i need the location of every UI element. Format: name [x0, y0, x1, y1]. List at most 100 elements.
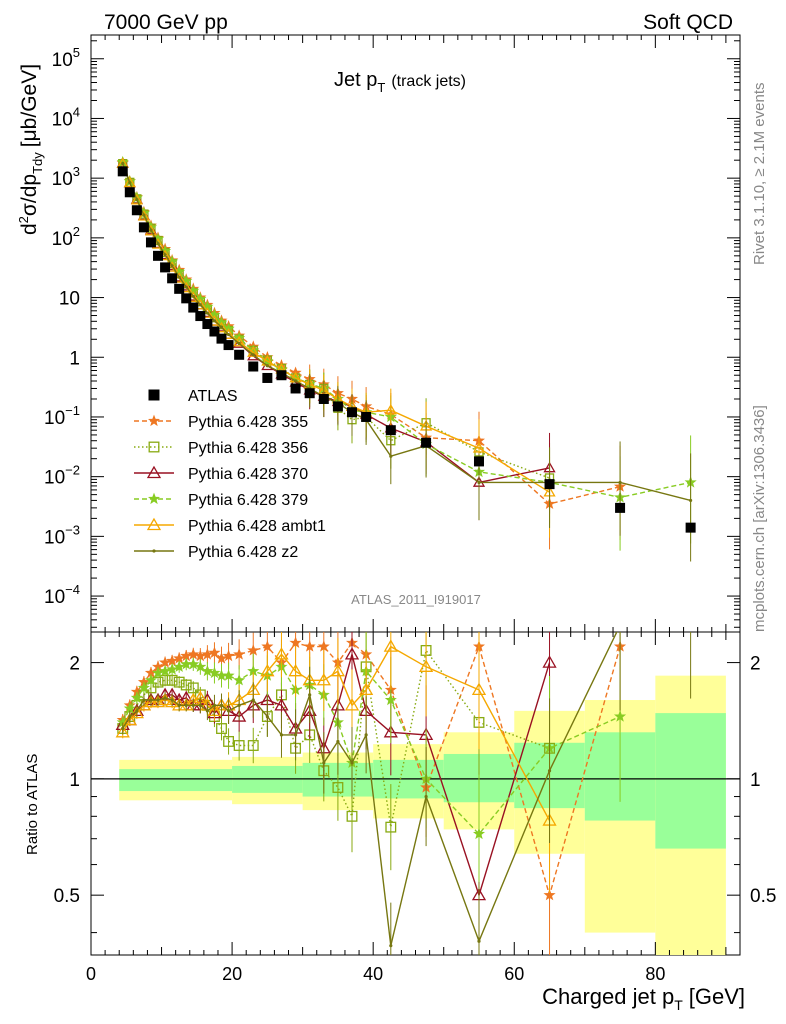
band-inner-0 [119, 769, 233, 792]
main-point-z2 [163, 253, 167, 257]
main-point-atlas [290, 383, 301, 394]
main-series-p370 [116, 156, 556, 521]
ratio-point-ambt1 [143, 694, 159, 708]
main-point-z2 [184, 285, 188, 289]
ratio-point-p355 [187, 648, 200, 660]
ratio-point-z2 [156, 698, 160, 702]
legend-entry-p356: Pythia 6.428 356 [134, 440, 308, 457]
main-series-atlas [117, 166, 696, 533]
ratio-point-p356 [173, 676, 185, 688]
ratio-point-z2 [293, 733, 298, 737]
main-y-tick-exp: −4 [65, 582, 80, 597]
main-point-atlas [202, 319, 213, 330]
main-point-atlas [209, 326, 220, 337]
ratio-point-ambt1 [129, 705, 144, 719]
ratio-point-p379 [222, 669, 235, 681]
ratio-point-ambt1 [358, 682, 374, 696]
ratio-point-ambt1 [383, 639, 398, 652]
ratio-point-p379 [208, 666, 221, 679]
process-label: Soft QCD [643, 11, 733, 34]
legend-entry-z2: Pythia 6.428 z2 [134, 544, 298, 561]
main-point-z2 [170, 264, 174, 268]
ratio-point-p379 [233, 673, 246, 686]
ratio-point-z2 [424, 794, 428, 799]
main-point-atlas [361, 411, 372, 422]
x-tick-label: 80 [645, 964, 665, 984]
ratio-y-tick-label: 0.5 [54, 886, 80, 907]
ylabel-unit: [μb/GeV] [18, 64, 41, 147]
ratio-y-tick-label: 1 [69, 770, 80, 791]
ratio-point-ambt1 [260, 663, 275, 677]
main-point-atlas [117, 166, 128, 177]
band-inner-7 [655, 713, 726, 849]
main-point-z2 [265, 364, 269, 368]
ylabel-sup: 2 [16, 216, 31, 223]
main-point-atlas [473, 456, 484, 467]
ratio-point-p355 [317, 640, 330, 652]
ratio-point-p379 [173, 660, 186, 673]
ratio-point-p355 [247, 644, 260, 656]
main-point-z2 [251, 353, 255, 357]
ratio-point-ambt1 [115, 724, 130, 738]
main-point-atlas [318, 393, 329, 404]
main-point-z2 [142, 213, 146, 217]
main-y-tick-label: 103 [52, 164, 80, 190]
ratio-point-z2 [128, 714, 132, 719]
main-point-atlas [421, 437, 432, 448]
ylabel-d: d [18, 223, 41, 235]
ratio-point-p356 [223, 735, 235, 747]
ratio-point-z2 [177, 703, 181, 707]
main-point-ambt1 [123, 176, 136, 188]
main-point-atlas [181, 293, 192, 304]
ratio-point-p370 [542, 655, 557, 668]
ratio-point-p356 [247, 740, 259, 751]
ratio-point-p370 [232, 709, 247, 722]
main-point-atlas [167, 273, 178, 284]
main-point-z2 [212, 319, 217, 323]
main-point-atlas [276, 370, 287, 381]
main-point-atlas [332, 401, 343, 412]
ratio-point-z2 [212, 703, 217, 707]
main-point-ambt1 [137, 209, 151, 221]
main-point-z2 [135, 198, 139, 202]
ratio-point-z2 [389, 944, 393, 948]
main-y-tick-base: 10 [52, 50, 73, 71]
ratio-point-z2 [226, 709, 231, 713]
main-y-axis-label: d2σ/dpTdy [μb/GeV] [16, 64, 45, 235]
main-y-tick-base: 10 [52, 109, 73, 130]
main-plot-frame [90, 34, 741, 633]
main-series-p356 [118, 158, 555, 524]
rivet-label: Rivet 3.1.10, ≥ 2.1M events [751, 83, 768, 266]
main-point-p370 [233, 337, 246, 348]
main-y-tick-label: 10−4 [44, 582, 80, 608]
ratio-point-ambt1 [288, 663, 303, 677]
main-point-atlas [385, 425, 396, 436]
legend-label-p379: Pythia 6.428 379 [188, 492, 308, 509]
legend-label-ambt1: Pythia 6.428 ambt1 [188, 518, 326, 535]
ratio-point-z2 [279, 733, 284, 737]
ratio-point-z2 [170, 698, 174, 702]
x-tick-label: 40 [363, 964, 383, 984]
main-y-tick-label: 104 [52, 104, 80, 130]
main-point-atlas [544, 479, 555, 490]
ratio-point-z2 [547, 769, 552, 773]
legend-label-atlas: ATLAS [188, 388, 238, 405]
main-point-ambt1 [384, 403, 397, 415]
main-point-atlas [188, 302, 199, 313]
main-point-atlas [195, 311, 206, 322]
main-y-tick-exp: −3 [65, 522, 80, 537]
ratio-point-p379 [384, 693, 397, 706]
main-y-tick-label: 10−1 [44, 403, 80, 429]
main-point-z2 [293, 379, 298, 383]
ratio-point-ambt1 [165, 694, 180, 708]
main-line-ambt1 [122, 163, 550, 493]
main-point-z2 [389, 454, 393, 458]
legend-entry-p370: Pythia 6.428 370 [134, 465, 308, 483]
ylabel-sub: Tdy [30, 152, 45, 174]
main-point-z2 [156, 242, 160, 246]
ratio-point-p356 [385, 821, 397, 833]
main-y-tick-base: 10 [44, 408, 65, 429]
main-line-p356 [122, 163, 550, 479]
main-y-tick-label: 10 [59, 289, 80, 310]
legend-marker-z2 [152, 549, 156, 553]
